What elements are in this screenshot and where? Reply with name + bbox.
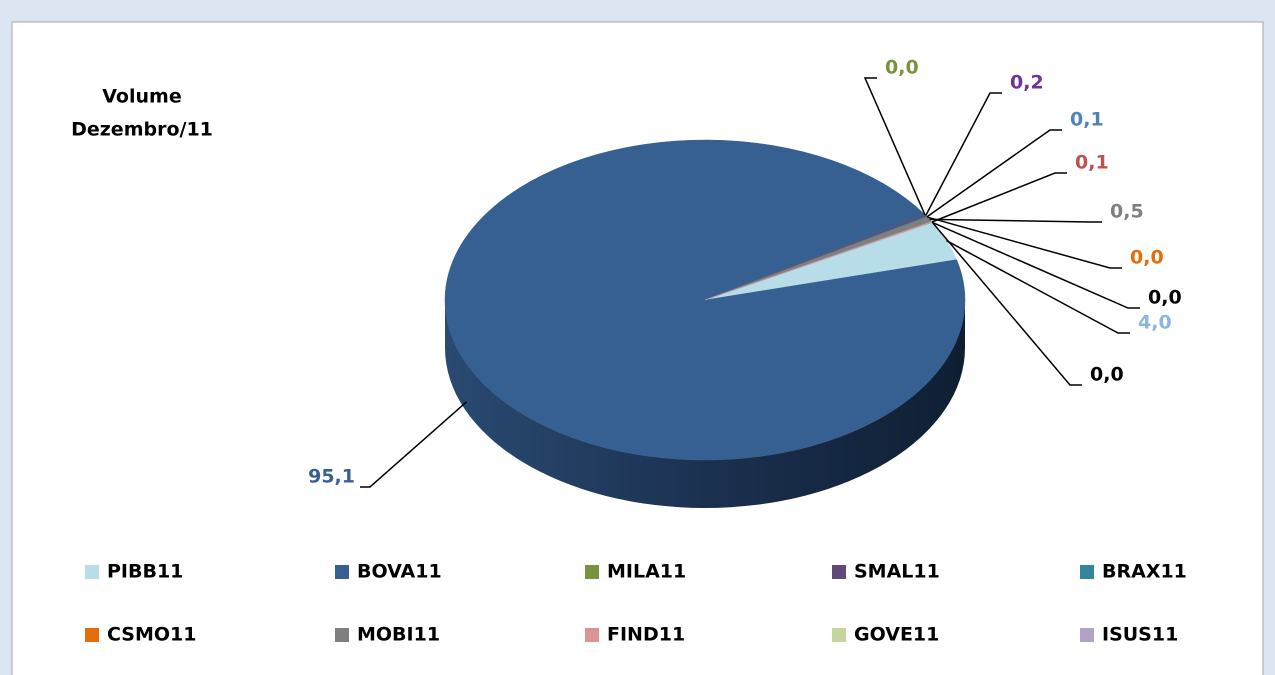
legend-label: BRAX11 [1102, 561, 1187, 583]
legend-label: SMAL11 [854, 561, 940, 583]
data-label: 0,5 [1110, 201, 1144, 223]
data-label: 0,2 [1010, 72, 1044, 94]
data-label: 0,0 [1090, 364, 1124, 386]
legend-label: FIND11 [607, 624, 685, 646]
legend-label: GOVE11 [854, 624, 939, 646]
legend-label: CSMO11 [107, 624, 196, 646]
legend-swatch [585, 565, 599, 579]
chart-title: Volume [102, 86, 181, 108]
chart-title: Dezembro/11 [71, 119, 213, 141]
legend-label: ISUS11 [1102, 624, 1178, 646]
data-label: 0,1 [1075, 152, 1109, 174]
legend-swatch [1080, 628, 1094, 642]
leader-line [863, 77, 926, 215]
leader-line [932, 221, 1140, 309]
legend-swatch [1080, 565, 1094, 579]
legend-swatch [335, 628, 349, 642]
pie-side [445, 300, 965, 508]
leader-line [925, 92, 1002, 216]
leader-line [931, 221, 1082, 386]
data-label: 0,0 [1130, 247, 1164, 269]
leader-line [931, 172, 1067, 223]
legend-label: MOBI11 [357, 624, 440, 646]
leader-line [926, 129, 1062, 218]
legend-swatch [85, 565, 99, 579]
data-label: 0,0 [1148, 287, 1182, 309]
data-label: 95,1 [308, 466, 355, 488]
leader-line [929, 218, 1102, 223]
legend-label: PIBB11 [107, 561, 183, 583]
legend-label: MILA11 [607, 561, 686, 583]
data-label: 0,1 [1070, 109, 1104, 131]
data-label: 0,0 [885, 57, 919, 79]
legend-swatch [832, 628, 846, 642]
legend-swatch [832, 565, 846, 579]
leader-line [927, 216, 1122, 269]
data-label: 4,0 [1138, 312, 1172, 334]
legend-swatch [585, 628, 599, 642]
legend-swatch [335, 565, 349, 579]
legend-label: BOVA11 [357, 561, 442, 583]
legend-swatch [85, 628, 99, 642]
leader-line [360, 401, 467, 488]
leader-line [946, 239, 1130, 334]
